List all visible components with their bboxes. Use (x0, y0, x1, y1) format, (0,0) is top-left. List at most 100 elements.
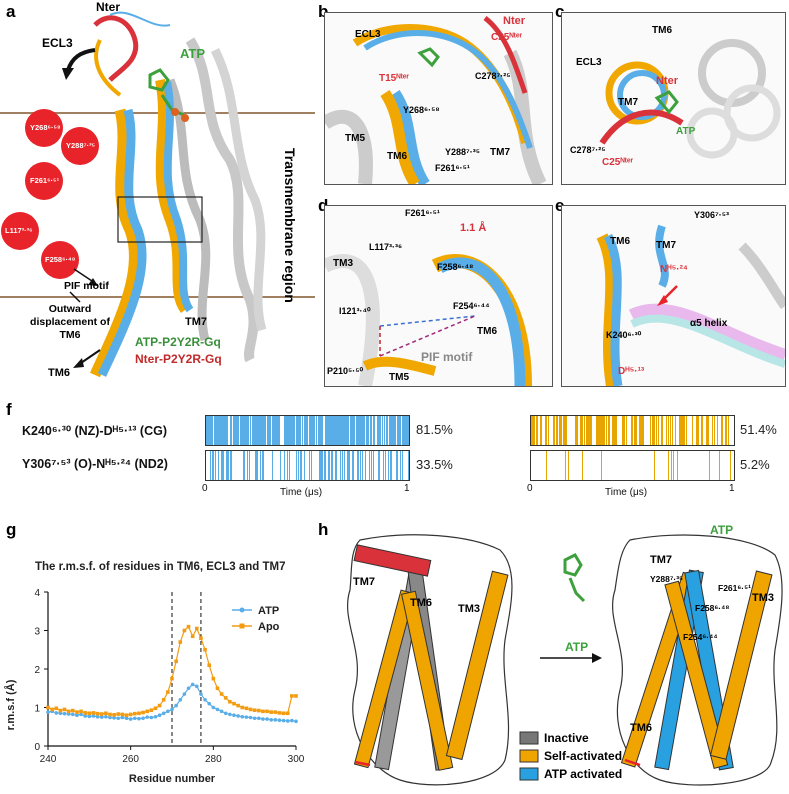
occupancy-stripe (241, 416, 242, 445)
b-y288: Y288⁷·³⁵ (445, 147, 480, 157)
occupancy-stripe (358, 416, 359, 445)
occupancy-stripe (717, 416, 718, 445)
occupancy-stripe (603, 416, 604, 445)
occupancy-stripe (322, 451, 323, 480)
occupancy-stripe (267, 416, 268, 445)
d-i121: I121³·⁴⁰ (339, 306, 371, 316)
occupancy-stripe (249, 451, 250, 480)
circle-label-5: F258⁶·⁴⁸ (45, 255, 76, 264)
point-apo (273, 710, 278, 714)
occupancy-stripe (272, 416, 273, 445)
h-y288: Y288⁷·³⁵ (650, 574, 684, 584)
f-pct-1: 81.5% (416, 422, 453, 437)
occupancy-stripe (247, 451, 248, 480)
occupancy-stripe (344, 416, 345, 445)
occupancy-stripe (328, 451, 329, 480)
occupancy-stripe (319, 451, 320, 480)
occupancy-stripe (332, 416, 333, 445)
point-apo (244, 706, 249, 711)
c-atp: ATP (676, 126, 696, 137)
occupancy-stripe (333, 416, 334, 445)
occupancy-stripe (227, 451, 228, 480)
occupancy-stripe (311, 451, 312, 480)
e-k240: K240⁶·³⁰ (606, 330, 642, 340)
occupancy-stripe (668, 416, 669, 445)
occupancy-stripe (726, 416, 727, 445)
h-tm3-right: TM3 (752, 592, 774, 604)
occupancy-stripe (345, 416, 346, 445)
point-atp (186, 686, 191, 691)
occupancy-stripe (714, 416, 715, 445)
occupancy-stripe (217, 416, 218, 445)
point-apo (153, 706, 158, 711)
occupancy-stripe (312, 416, 313, 445)
occupancy-stripe (310, 416, 311, 445)
occupancy-stripe (327, 416, 328, 445)
occupancy-stripe (575, 416, 576, 445)
panel-a-structure (0, 11, 315, 378)
occupancy-stripe (640, 416, 641, 445)
occupancy-stripe (545, 416, 546, 445)
occupancy-stripe (398, 416, 399, 445)
occupancy-stripe (402, 451, 403, 480)
occupancy-stripe (220, 416, 221, 445)
occupancy-stripe (634, 416, 635, 445)
occupancy-stripe (263, 416, 264, 445)
f-time-right: Time (μs) (605, 487, 648, 498)
occupancy-stripe (235, 416, 236, 445)
occupancy-stripe (209, 416, 210, 445)
occupancy-stripe (390, 416, 391, 445)
region-label: Transmembrane region (282, 148, 298, 303)
point-atp (95, 714, 100, 719)
occupancy-stripe (301, 451, 302, 480)
occupancy-stripe (226, 451, 227, 480)
b-c278: C278⁷·²⁵ (475, 71, 511, 81)
occupancy-stripe (405, 416, 406, 445)
point-atp (145, 715, 149, 719)
occupancy-stripe (666, 416, 667, 445)
legend-nter: Nter-P2Y2R-Gq (135, 352, 222, 366)
occupancy-stripe (606, 416, 607, 445)
d-l117: L117³·³⁶ (369, 242, 403, 252)
point-apo (232, 701, 236, 706)
occupancy-stripe (207, 416, 208, 445)
occupancy-stripe (245, 416, 246, 445)
d-pif: PIF motif (421, 350, 473, 364)
occupancy-stripe (328, 416, 329, 445)
point-atp (257, 716, 261, 721)
point-apo (50, 707, 54, 712)
occupancy-stripe (306, 416, 307, 445)
occupancy-stripe (546, 451, 547, 480)
legend-marker (239, 607, 245, 613)
point-apo (203, 647, 207, 652)
occupancy-stripe (342, 451, 343, 480)
point-atp (294, 719, 298, 724)
occupancy-stripe (601, 416, 602, 445)
h-arrow-atp: ATP (565, 640, 589, 654)
occupancy-stripe (305, 416, 306, 445)
occupancy-stripe (261, 416, 262, 445)
occupancy-stripe (339, 416, 340, 445)
occupancy-stripe (284, 451, 285, 480)
x-tick-label: 240 (40, 754, 57, 765)
occupancy-stripe (616, 416, 617, 445)
residue-circles (1, 109, 99, 279)
occupancy-stripe (316, 416, 317, 445)
occupancy-stripe (680, 416, 681, 445)
point-atp (195, 684, 199, 689)
occupancy-stripe (581, 416, 582, 445)
occupancy-stripe (329, 416, 330, 445)
occupancy-stripe (230, 451, 231, 480)
occupancy-stripe (712, 416, 713, 445)
tm6-label-a: TM6 (48, 367, 70, 379)
occupancy-stripe (351, 416, 352, 445)
e-a5: α5 helix (690, 318, 728, 329)
occupancy-stripe (563, 416, 564, 445)
circle-label-1: Y268⁶·⁵⁸ (30, 123, 61, 132)
legend-marker (239, 623, 245, 629)
x-tick-label: 300 (288, 754, 305, 765)
point-apo (252, 708, 257, 712)
c-c25: C25ᴺᵗᵉʳ (602, 157, 634, 168)
occupancy-stripe (622, 416, 623, 445)
occupancy-stripe (708, 416, 709, 445)
